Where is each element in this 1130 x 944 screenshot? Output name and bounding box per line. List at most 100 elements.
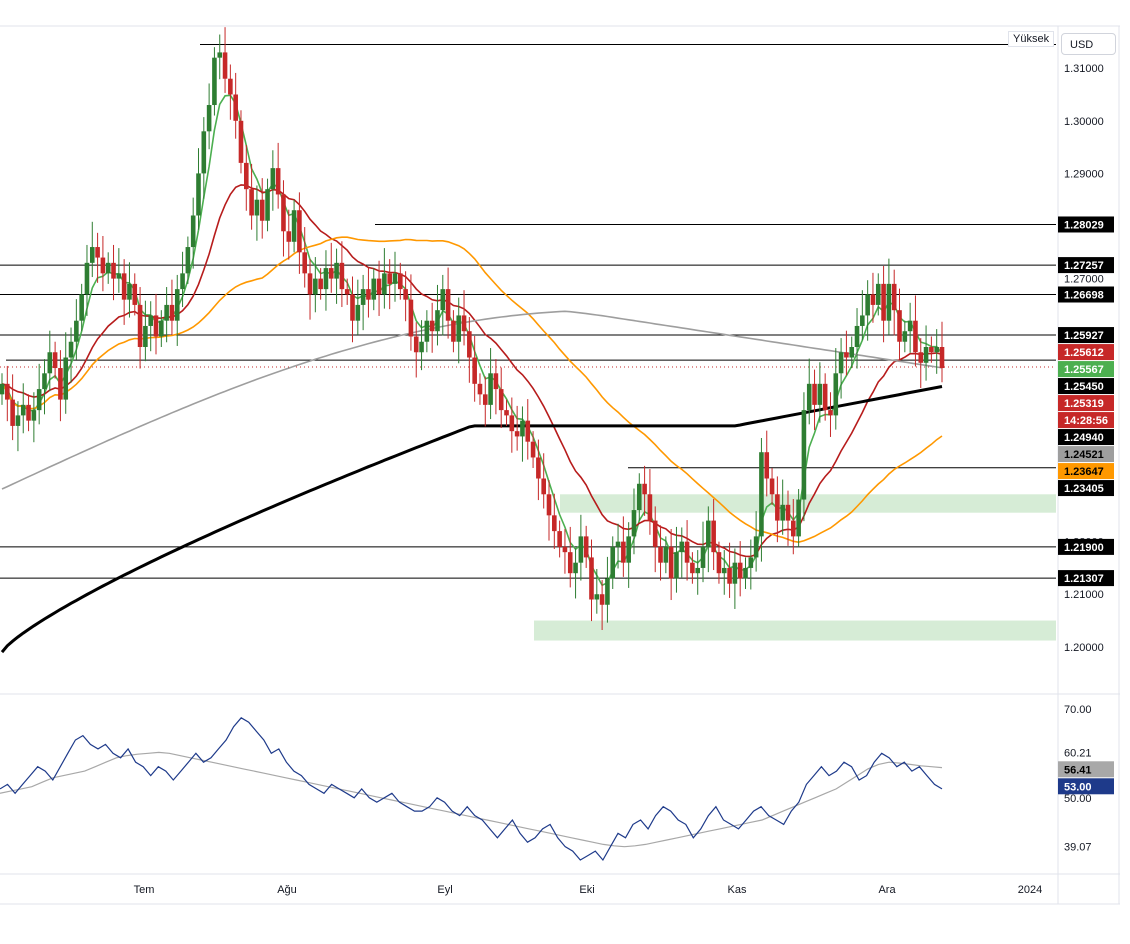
candle-body — [105, 262, 111, 274]
candle-body — [589, 557, 594, 600]
price-badge-1.23405: 1.23405 — [1058, 480, 1114, 497]
rsi-ma-line[interactable] — [0, 751, 943, 848]
candle-body — [185, 247, 191, 274]
candle-body — [822, 383, 828, 411]
candle-body — [435, 310, 440, 332]
currency-button[interactable]: USD — [1061, 33, 1116, 55]
candle-body — [743, 567, 748, 579]
candle-body — [132, 283, 138, 305]
price-badge-text: 1.24940 — [1064, 432, 1104, 444]
candle-body — [668, 546, 674, 579]
candle-body — [196, 173, 201, 216]
candle-body — [334, 262, 339, 279]
candle-body — [520, 420, 525, 437]
candle-body — [721, 567, 727, 574]
sma-gray-line[interactable] — [1, 310, 943, 490]
candle-body — [504, 410, 509, 416]
candle-body — [169, 304, 175, 321]
candle-body — [658, 546, 663, 563]
candle-body — [339, 262, 345, 290]
candle-body — [801, 410, 807, 500]
price-badge-bg — [1058, 361, 1114, 378]
candle-body — [143, 325, 148, 347]
candle-body — [371, 278, 377, 300]
price-badge-text: 1.23647 — [1064, 466, 1104, 478]
candle-body — [79, 294, 84, 321]
candle-body — [461, 315, 467, 332]
candle-body — [95, 247, 100, 258]
candle-body — [652, 520, 658, 547]
candle-body — [366, 289, 371, 300]
candle-body — [116, 273, 122, 279]
candle-body — [10, 399, 15, 426]
candle-body — [923, 347, 929, 363]
candle-body — [270, 168, 276, 190]
price-tick-label: 1.21000 — [1064, 589, 1104, 601]
candle-body — [509, 415, 515, 432]
price-badge-1.25450: 1.25450 — [1058, 378, 1114, 395]
candle-body — [212, 57, 217, 106]
rsi-tick-label: 70.00 — [1064, 704, 1092, 716]
candle-body — [376, 278, 382, 295]
price-badge-bg — [1058, 344, 1114, 361]
candle-body — [180, 273, 185, 290]
candle-body — [281, 194, 286, 232]
sma-black-line[interactable] — [0, 385, 943, 654]
candle-body — [621, 541, 626, 563]
ema-mid-line[interactable] — [1, 184, 943, 558]
candle-body — [870, 294, 876, 305]
candle-body — [382, 273, 387, 295]
sma-orange-line[interactable] — [1, 236, 943, 544]
rsi-badge-text: 53.00 — [1064, 781, 1092, 793]
candle-body — [419, 341, 424, 353]
price-badge-text: 1.25927 — [1064, 330, 1104, 342]
candle-body — [31, 410, 37, 421]
candle-body — [488, 373, 493, 405]
candle-body — [541, 478, 546, 495]
candle-body — [939, 347, 945, 369]
candle-body — [828, 410, 833, 416]
support-zone-1 — [560, 494, 1056, 513]
price-badge-1.24521: 1.24521 — [1058, 446, 1114, 463]
candle-body — [100, 257, 106, 274]
candle-body — [929, 347, 934, 353]
candle-body — [913, 320, 918, 353]
price-tick-label: 1.27000 — [1064, 274, 1104, 286]
candle-body — [313, 278, 318, 295]
candle-body — [392, 273, 398, 284]
rsi-line[interactable] — [0, 717, 943, 862]
price-badge-bg — [1058, 378, 1114, 395]
candle-body — [780, 504, 785, 521]
price-badge-bg — [1058, 412, 1114, 429]
candle-body — [318, 278, 323, 290]
time-tick-label: Tem — [134, 884, 155, 896]
candle-body — [84, 262, 90, 295]
candle-body — [482, 394, 488, 405]
candle-body — [254, 199, 260, 216]
candle-body — [68, 341, 74, 358]
candle-body — [344, 289, 350, 295]
candle-body — [5, 383, 10, 400]
candle-body — [716, 552, 722, 574]
ema-fast-line[interactable] — [1, 94, 943, 587]
candle-body — [514, 431, 520, 437]
price-badge-text: 1.25450 — [1064, 381, 1104, 393]
time-tick-label: 2024 — [1018, 884, 1042, 896]
price-badge-1.25319: 1.25319 — [1058, 395, 1114, 412]
candle-body — [206, 105, 212, 132]
candle-body — [164, 304, 169, 321]
candle-body — [498, 389, 504, 411]
candle-body — [259, 199, 265, 221]
candle-body — [243, 162, 249, 190]
candle-body — [233, 94, 238, 121]
candle-body — [875, 283, 881, 305]
candle-body — [695, 567, 701, 574]
price-tick-label: 1.29000 — [1064, 168, 1104, 180]
candle-body — [897, 310, 902, 342]
candle-body — [525, 420, 531, 442]
candle-body — [902, 331, 908, 342]
candle-body — [844, 352, 849, 358]
candle-body — [833, 373, 839, 416]
